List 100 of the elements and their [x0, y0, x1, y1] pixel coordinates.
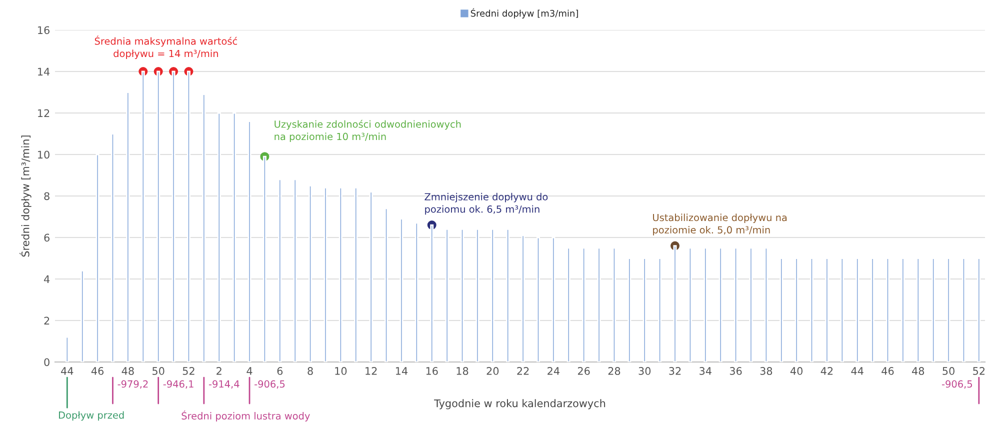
bar — [946, 258, 950, 362]
x-tick-label: 20 — [486, 367, 499, 375]
bar — [566, 247, 570, 362]
x-tick-label: 38 — [760, 367, 772, 375]
bar — [673, 245, 677, 362]
bar — [400, 218, 404, 362]
y-tick-label: 10 — [38, 150, 50, 159]
bar — [308, 184, 312, 362]
x-tick-label: 50 — [152, 367, 164, 375]
bar — [552, 236, 556, 362]
bar — [932, 258, 936, 362]
y-tick-label: 2 — [44, 316, 50, 324]
bar — [506, 228, 510, 362]
bar — [810, 258, 814, 362]
x-tick-label: 40 — [790, 367, 803, 375]
text: -979,2 — [118, 380, 148, 389]
y-tick-label: 4 — [44, 275, 50, 283]
bar — [977, 258, 981, 362]
bar — [202, 94, 206, 362]
x-tick-label: 4 — [246, 367, 252, 375]
x-tick-label: 32 — [669, 367, 681, 375]
x-tick-label: 12 — [366, 367, 377, 375]
x-tick-label: 52 — [973, 367, 985, 375]
bar — [172, 70, 176, 362]
bar — [156, 70, 160, 362]
bar — [186, 70, 190, 362]
bar — [476, 228, 480, 362]
x-tick-label: 28 — [608, 367, 620, 375]
bar — [901, 258, 905, 362]
bar — [445, 228, 449, 362]
bar — [688, 247, 692, 362]
text: -914,4 — [208, 380, 240, 389]
annotation: Ustabilizowanie dopływu na poziomie ok. 5,0 m³/min — [653, 214, 787, 236]
x-tick-label: 34 — [700, 367, 712, 375]
x-tick-label: 22 — [517, 367, 529, 375]
bar — [354, 187, 358, 362]
bar — [490, 228, 494, 362]
bar — [217, 112, 221, 362]
bar — [886, 258, 890, 362]
y-tick-label: 12 — [38, 109, 50, 117]
bar — [338, 187, 342, 362]
bar — [293, 178, 297, 362]
bar — [414, 222, 418, 362]
bar — [126, 92, 130, 362]
x-tick-label: 26 — [578, 367, 590, 375]
bar — [278, 178, 282, 362]
bar — [521, 234, 525, 362]
x-tick-label: 44 — [61, 367, 74, 375]
bar — [734, 247, 738, 362]
y-tick-label: 0 — [44, 358, 50, 366]
bar — [856, 258, 860, 362]
y-tick-label: 6 — [44, 234, 50, 242]
x-tick-label: 2 — [216, 367, 222, 375]
bar — [764, 247, 768, 362]
bar — [248, 120, 252, 362]
y-tick-label: 14 — [38, 68, 50, 76]
bar — [262, 156, 266, 362]
bar — [642, 258, 646, 362]
bar — [916, 258, 920, 362]
annotation: Uzyskanie zdolności odwodnieniowych na poziomie 10 m³/min — [274, 120, 461, 142]
bar — [718, 247, 722, 362]
text: -906,5 — [254, 380, 285, 389]
x-tick-label: 50 — [942, 367, 954, 375]
x-axis-title: Tygodnie w roku kalendarzowych — [434, 399, 606, 410]
bar — [658, 258, 662, 362]
x-tick-label: 46 — [91, 367, 104, 375]
x-tick-label: 10 — [335, 367, 347, 375]
bar — [460, 228, 464, 362]
x-tick-label: 30 — [638, 367, 651, 375]
bar — [794, 258, 798, 362]
bar — [870, 258, 874, 362]
bar — [369, 191, 373, 362]
annotation: Zmniejszenie dopływu do poziomu ok. 6,5 m³/min — [424, 192, 548, 215]
annotation: Średnia maksymalna wartość dopływu = 14 m³/min — [94, 36, 237, 60]
bar — [80, 270, 84, 362]
x-tick-label: 46 — [882, 367, 894, 375]
bar — [232, 112, 236, 362]
bar — [597, 247, 601, 362]
bar — [430, 224, 434, 362]
bar — [962, 258, 966, 362]
bar — [65, 336, 69, 362]
bar — [536, 236, 540, 362]
bar — [612, 247, 616, 362]
x-tick-label: 42 — [820, 367, 833, 375]
x-tick-label: 36 — [730, 367, 742, 375]
text: -906,5 — [942, 380, 972, 389]
x-tick-label: 8 — [308, 367, 313, 375]
bar — [628, 258, 632, 362]
bar — [384, 208, 388, 362]
x-tick-label: 48 — [912, 367, 924, 375]
y-axis-title: Średni dopływ [m³/min] — [20, 136, 32, 257]
text: -946,1 — [163, 380, 194, 389]
x-tick-label: 48 — [122, 367, 134, 375]
bar — [749, 247, 753, 362]
x-tick-label: 14 — [396, 367, 408, 375]
x-tick-label: 44 — [851, 367, 864, 375]
x-tick-label: 6 — [277, 367, 283, 375]
legend-label: Średni dopływ [m3/min] — [470, 8, 578, 18]
bar — [840, 258, 844, 362]
bar — [110, 133, 115, 362]
